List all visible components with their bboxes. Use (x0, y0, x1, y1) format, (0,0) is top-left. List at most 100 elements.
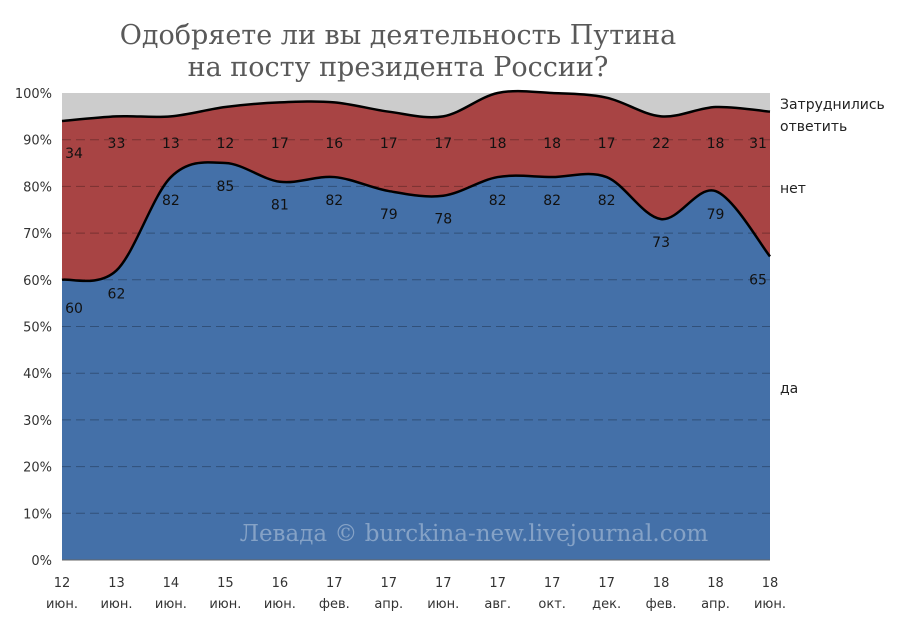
x-axis-tick-labels: 12 июн. 13 июн. 14 июн. 15 июн. 16 июн. 17 фев. 17 ап… (46, 576, 786, 612)
series-boundary-lines (61, 89, 771, 283)
x-tick-label: 16 июн. (264, 576, 296, 612)
x-tick-month: июн. (46, 597, 78, 612)
y-tick-label: 60% (23, 274, 52, 289)
x-tick-label: 12 июн. (46, 576, 78, 612)
x-tick-month: дек. (592, 597, 621, 612)
series-label-da: да (780, 381, 798, 397)
y-tick-label: 10% (23, 507, 52, 522)
chart-title-line-2: на посту президента России? (188, 52, 609, 83)
area-series-group (62, 91, 770, 560)
x-tick-month: июн. (264, 597, 296, 612)
data-label-net: 17 (598, 136, 616, 152)
data-label-net: 22 (652, 136, 670, 152)
x-tick-month: фев. (646, 597, 677, 612)
x-tick-month: фев. (319, 597, 350, 612)
data-label-net: 16 (325, 136, 343, 152)
data-label-da: 85 (216, 179, 234, 195)
data-label-da: 82 (543, 193, 561, 209)
x-tick-year: 17 (544, 576, 561, 591)
y-tick-label: 50% (23, 321, 52, 336)
x-tick-label: 17 июн. (427, 576, 459, 612)
x-tick-month: июн. (209, 597, 241, 612)
data-label-da: 65 (749, 272, 767, 288)
x-tick-label: 14 июн. (155, 576, 187, 612)
data-label-net: 12 (216, 136, 234, 152)
data-label-net: 17 (271, 136, 289, 152)
data-label-net: 18 (543, 136, 561, 152)
data-labels: 60 62 82 85 81 82 79 78 82 82 82 73 79 65 34 33 13 12 17 16… (65, 136, 767, 317)
data-label-da: 79 (380, 207, 398, 223)
x-tick-year: 17 (380, 576, 397, 591)
x-tick-month: июн. (155, 597, 187, 612)
series-label-net: нет (780, 181, 806, 197)
boundary-line-da (61, 161, 771, 283)
y-tick-label: 40% (23, 367, 52, 382)
y-tick-label: 30% (23, 414, 52, 429)
x-tick-year: 17 (326, 576, 343, 591)
x-tick-label: 18 фев. (646, 576, 677, 612)
x-tick-label: 17 дек. (592, 576, 621, 612)
x-tick-year: 17 (598, 576, 615, 591)
data-label-da: 73 (652, 235, 670, 251)
x-tick-month: июн. (754, 597, 786, 612)
x-tick-year: 17 (435, 576, 452, 591)
x-tick-month: июн. (100, 597, 132, 612)
data-label-da: 81 (271, 198, 289, 214)
x-tick-month: июн. (427, 597, 459, 612)
data-label-net: 33 (108, 136, 126, 152)
x-tick-month: апр. (374, 597, 403, 612)
chart-title: Одобряете ли вы деятельность Путина на п… (120, 20, 677, 83)
series-labels: да нет Затруднились ответить (780, 97, 885, 397)
data-label-net: 31 (749, 136, 767, 152)
x-tick-year: 18 (762, 576, 779, 591)
x-tick-label: 17 апр. (374, 576, 403, 612)
data-label-net: 18 (489, 136, 507, 152)
data-label-net: 34 (65, 146, 83, 162)
data-label-net: 17 (380, 136, 398, 152)
data-label-net: 18 (707, 136, 725, 152)
data-label-da: 82 (162, 193, 180, 209)
chart-title-line-1: Одобряете ли вы деятельность Путина (120, 20, 677, 51)
series-label-zatrudnilis-line-2: ответить (780, 119, 847, 135)
x-tick-year: 12 (54, 576, 71, 591)
x-tick-year: 16 (272, 576, 289, 591)
x-tick-label: 17 окт. (538, 576, 566, 612)
watermark-text: Левада © burckina-new.livejournal.com (240, 521, 709, 547)
x-tick-year: 17 (489, 576, 506, 591)
y-tick-label: 0% (31, 554, 52, 569)
x-tick-label: 13 июн. (100, 576, 132, 612)
data-label-da: 82 (489, 193, 507, 209)
x-tick-year: 14 (163, 576, 180, 591)
y-tick-label: 20% (23, 461, 52, 476)
data-label-net: 17 (434, 136, 452, 152)
data-label-net: 13 (162, 136, 180, 152)
y-tick-label: 70% (23, 227, 52, 242)
x-tick-label: 18 апр. (701, 576, 730, 612)
data-label-da: 60 (65, 301, 83, 317)
x-tick-year: 18 (653, 576, 670, 591)
y-tick-label: 80% (23, 180, 52, 195)
data-label-da: 78 (434, 212, 452, 228)
x-tick-year: 15 (217, 576, 234, 591)
data-label-da: 82 (325, 193, 343, 209)
area-da (62, 162, 770, 560)
data-label-da: 79 (707, 207, 725, 223)
data-label-da: 62 (108, 286, 126, 302)
y-tick-label: 100% (15, 87, 52, 102)
x-tick-label: 17 фев. (319, 576, 350, 612)
boundary-line-net (61, 89, 771, 123)
series-label-zatrudnilis-line-1: Затруднились (780, 97, 885, 113)
data-label-da: 82 (598, 193, 616, 209)
x-tick-year: 13 (108, 576, 125, 591)
x-tick-month: окт. (538, 597, 566, 612)
x-tick-month: авг. (484, 597, 511, 612)
y-axis-tick-labels: 0% 10% 20% 30% 40% 50% 60% 70% 80% 90% 100% (15, 87, 52, 569)
x-tick-year: 18 (707, 576, 724, 591)
x-tick-month: апр. (701, 597, 730, 612)
x-tick-label: 17 авг. (484, 576, 511, 612)
y-tick-label: 90% (23, 134, 52, 149)
x-tick-label: 18 июн. (754, 576, 786, 612)
grid-lines (62, 139, 770, 514)
x-tick-label: 15 июн. (209, 576, 241, 612)
